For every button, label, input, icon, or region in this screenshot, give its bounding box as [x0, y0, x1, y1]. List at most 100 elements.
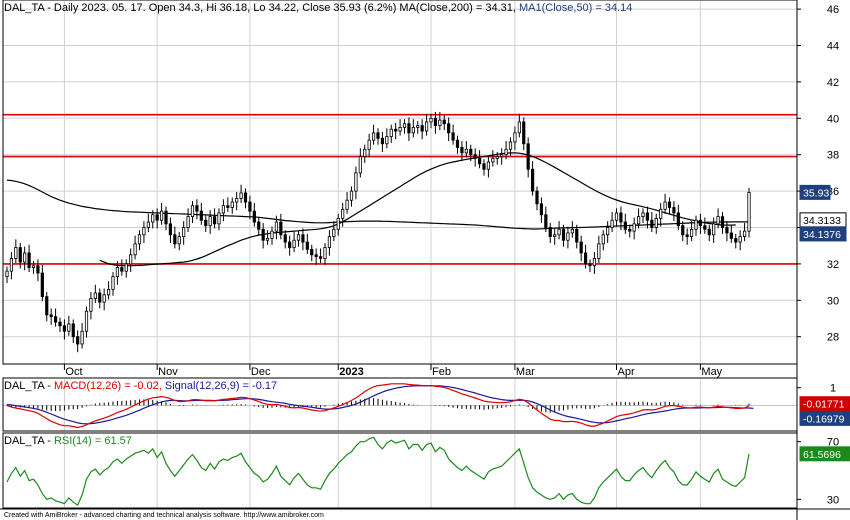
- candle-body-35: [159, 210, 164, 221]
- candle-body-42: [190, 205, 195, 217]
- candle-body-13: [62, 325, 67, 332]
- candle-body-15: [71, 323, 75, 338]
- macd-tag-box: [799, 396, 850, 412]
- macd-line: [6, 383, 750, 429]
- candle-body-10: [49, 314, 53, 318]
- candle-body-0: [5, 270, 9, 278]
- candle-body-41: [186, 216, 190, 228]
- candle-body-150: [667, 201, 672, 208]
- candle-body-110: [491, 157, 495, 163]
- close-tag-box: [799, 184, 831, 200]
- month-label-1: Nov: [158, 366, 178, 378]
- candle-body-168: [747, 191, 751, 232]
- candle-body-74: [332, 228, 336, 238]
- candle-body-72: [323, 247, 327, 259]
- candle-body-97: [433, 117, 438, 126]
- candle-body-64: [288, 241, 292, 248]
- month-label-4: Feb: [432, 366, 451, 378]
- gridlines: [3, 1, 797, 508]
- candle-body-78: [349, 190, 354, 201]
- candle-body-61: [274, 221, 279, 232]
- candle-body-51: [230, 201, 234, 208]
- candle-body-85: [380, 137, 385, 145]
- candle-body-18: [84, 310, 89, 332]
- price-tick-label-2: 32: [827, 259, 839, 271]
- candle-body-144: [641, 212, 645, 217]
- candle-body-103: [460, 147, 464, 154]
- main-header-ma200: MA(Close,200) = 34.31,: [396, 2, 516, 14]
- price-tick-label-5: 38: [827, 150, 839, 162]
- rsi-tick-label-1: 70: [827, 437, 839, 449]
- candle-body-25: [115, 267, 120, 278]
- macd-panel: [3, 383, 797, 429]
- signal-tag-box: [799, 410, 850, 426]
- candle-body-165: [734, 238, 738, 243]
- rsi-tag-box: [799, 446, 850, 462]
- candle-body-76: [341, 208, 345, 219]
- candle-body-36: [164, 210, 168, 225]
- candle-body-84: [376, 132, 380, 139]
- candle-body-157: [698, 219, 703, 227]
- candle-body-55: [248, 201, 252, 212]
- candle-body-107: [477, 157, 482, 165]
- candle-body-46: [208, 216, 212, 227]
- candle-body-139: [619, 212, 623, 223]
- rsi-tick-label-0: 30: [827, 494, 839, 506]
- rsi-header-prefix: DAL_TA -: [4, 435, 54, 447]
- candle-body-122: [544, 214, 548, 228]
- macd-header: DAL_TA - MACD(12,26) = -0.02, Signal(12,…: [4, 380, 277, 392]
- rsi-panel: [6, 436, 750, 506]
- candle-body-117: [522, 121, 526, 145]
- month-label-7: May: [701, 366, 722, 378]
- main-header: DAL_TA - Daily 2023. 05. 17. Open 34.3, …: [4, 2, 632, 14]
- candle-body-11: [53, 316, 58, 323]
- candle-body-59: [265, 238, 270, 241]
- candle-body-156: [694, 219, 698, 230]
- price-tick-label-0: 28: [827, 332, 839, 344]
- candle-body-120: [535, 190, 539, 205]
- candle-body-149: [663, 201, 667, 210]
- candle-body-129: [575, 228, 579, 243]
- main-header-ma50: MA1(Close,50) = 34.14: [516, 2, 632, 14]
- candle-body-108: [482, 163, 486, 170]
- candle-body-33: [151, 214, 155, 223]
- candle-body-105: [469, 148, 473, 156]
- candle-body-82: [367, 139, 371, 150]
- candle-body-155: [689, 228, 694, 238]
- month-label-6: Apr: [618, 366, 635, 378]
- candlesticks: [5, 111, 751, 353]
- price-tick-label-1: 30: [827, 295, 839, 307]
- signal-tag-label: -0.16979: [803, 413, 845, 425]
- candle-body-135: [601, 234, 605, 245]
- ma50-path: [99, 152, 736, 267]
- candle-body-29: [133, 243, 137, 256]
- candle-body-161: [716, 216, 720, 225]
- macd-header-macd: MACD(12,26) = -0.02,: [54, 380, 162, 392]
- candle-body-163: [725, 227, 729, 234]
- candle-body-3: [18, 247, 22, 263]
- macd-tick-label-0: 1: [830, 383, 836, 395]
- month-label-2: Dec: [251, 366, 271, 378]
- ma50-tag-label: 34.1376: [803, 229, 841, 241]
- candle-body-58: [261, 228, 265, 241]
- candle-body-39: [177, 236, 181, 245]
- candle-body-31: [142, 227, 146, 236]
- candle-body-56: [252, 210, 256, 223]
- macd-header-signal: Signal(12,26,9) = -0.17: [162, 380, 277, 392]
- candle-body-160: [712, 223, 716, 236]
- ma50-line: [99, 152, 736, 267]
- candle-body-24: [111, 276, 115, 290]
- candle-body-114: [508, 141, 513, 150]
- candle-body-48: [217, 212, 221, 225]
- candle-body-115: [513, 132, 517, 143]
- candle-body-40: [182, 227, 186, 238]
- candle-body-164: [729, 232, 733, 239]
- month-label-5: Mar: [516, 366, 535, 378]
- price-tick-label-9: 46: [827, 4, 839, 16]
- signal-line: [6, 385, 754, 425]
- candle-body-77: [345, 199, 349, 210]
- candle-body-100: [447, 123, 451, 134]
- price-tick-label-8: 44: [827, 41, 839, 53]
- candle-body-1: [9, 258, 14, 272]
